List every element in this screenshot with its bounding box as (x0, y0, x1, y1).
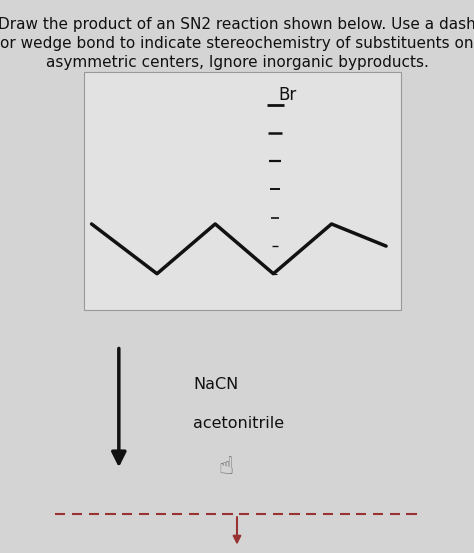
Bar (84, 72, 401, 310)
Text: acetonitrile: acetonitrile (193, 415, 284, 431)
Text: NaCN: NaCN (193, 377, 238, 392)
Text: Draw the product of an SN2 reaction shown below. Use a dash: Draw the product of an SN2 reaction show… (0, 17, 474, 32)
Text: ☝: ☝ (219, 455, 234, 479)
Text: asymmetric centers, Ignore inorganic byproducts.: asymmetric centers, Ignore inorganic byp… (46, 55, 428, 70)
Text: or wedge bond to indicate stereochemistry of substituents on: or wedge bond to indicate stereochemistr… (0, 36, 474, 51)
Text: Br: Br (279, 86, 297, 104)
